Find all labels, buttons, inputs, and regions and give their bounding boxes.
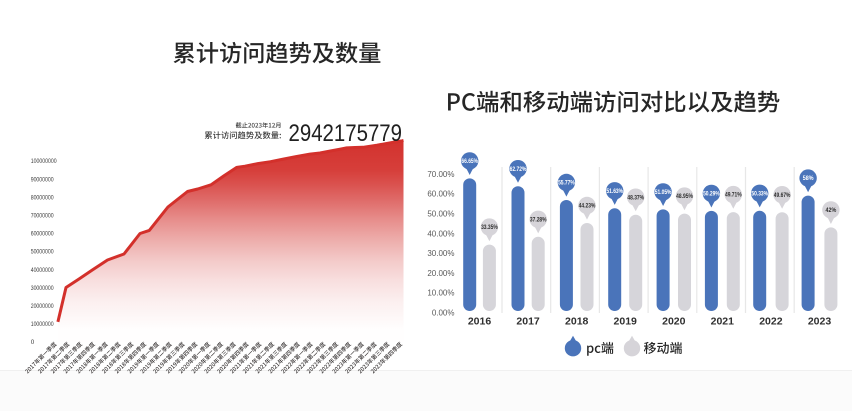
svg-text:70000000: 70000000 (31, 213, 54, 220)
svg-text:60000000: 60000000 (31, 231, 54, 238)
svg-text:48.37%: 48.37% (627, 195, 644, 202)
svg-text:2022: 2022 (759, 316, 783, 328)
svg-text:48.95%: 48.95% (676, 194, 693, 201)
svg-text:60.00%: 60.00% (427, 190, 454, 199)
svg-text:66.65%: 66.65% (461, 159, 478, 166)
svg-text:30.00%: 30.00% (427, 249, 454, 258)
svg-text:80000000: 80000000 (31, 194, 54, 201)
svg-text:44.23%: 44.23% (579, 203, 596, 210)
svg-text:2017: 2017 (516, 316, 540, 328)
svg-text:20000000: 20000000 (31, 303, 54, 310)
svg-text:10.00%: 10.00% (427, 289, 454, 298)
svg-text:2021: 2021 (711, 316, 735, 328)
svg-text:55.77%: 55.77% (558, 180, 575, 187)
svg-text:58%: 58% (803, 176, 814, 182)
svg-text:33.35%: 33.35% (481, 225, 498, 232)
svg-text:70.00%: 70.00% (427, 170, 454, 179)
svg-text:2019: 2019 (614, 316, 638, 328)
svg-text:2023: 2023 (808, 316, 832, 328)
svg-text:37.28%: 37.28% (530, 217, 547, 224)
svg-text:62.72%: 62.72% (510, 166, 527, 173)
svg-text:50.29%: 50.29% (703, 191, 720, 198)
svg-text:50.33%: 50.33% (751, 191, 768, 198)
svg-text:2020: 2020 (662, 316, 686, 328)
svg-text:90000000: 90000000 (31, 176, 54, 183)
svg-text:2018: 2018 (565, 316, 589, 328)
svg-text:10000000: 10000000 (31, 321, 54, 328)
svg-text:30000000: 30000000 (31, 285, 54, 292)
svg-text:49.71%: 49.71% (725, 192, 742, 199)
svg-text:100000000: 100000000 (31, 158, 57, 165)
svg-text:2942175779: 2942175779 (289, 120, 403, 147)
svg-text:0.00%: 0.00% (432, 309, 455, 318)
svg-text:40.00%: 40.00% (427, 229, 454, 238)
svg-text:20.00%: 20.00% (427, 269, 454, 278)
svg-text:51.63%: 51.63% (606, 189, 623, 196)
svg-text:42%: 42% (826, 208, 837, 214)
svg-text:50.00%: 50.00% (427, 210, 454, 219)
svg-text:0: 0 (31, 339, 35, 346)
svg-text:49.67%: 49.67% (774, 192, 791, 199)
svg-text:40000000: 40000000 (31, 267, 54, 274)
svg-text:51.05%: 51.05% (655, 190, 672, 197)
svg-text:2016: 2016 (468, 316, 492, 328)
svg-text:50000000: 50000000 (31, 249, 54, 256)
